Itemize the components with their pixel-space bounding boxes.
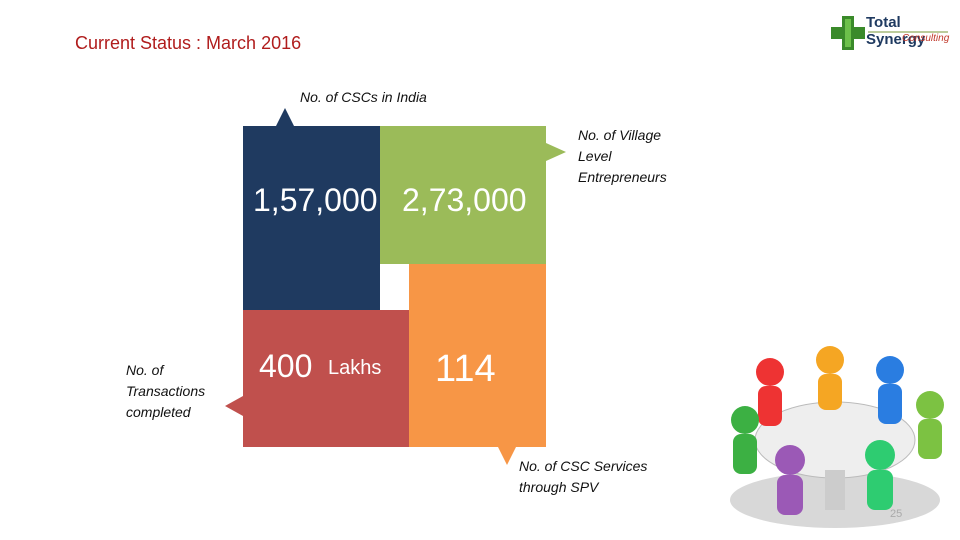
tile-green [380,126,546,264]
tile-orange [409,264,546,447]
tile-label: No. of Transactions completed [126,362,206,420]
logo-tagline: Consulting [902,33,950,44]
tile-value: 400 [259,348,313,384]
pointer-left [225,396,243,416]
logo-icon [831,16,865,50]
tile-value: 2,73,000 [402,182,527,218]
page-number: 25 [890,508,903,520]
slide-title: Current Status : March 2016 [75,33,302,53]
pointer-up [276,108,294,126]
pointer-right [546,143,566,161]
tile-blue [243,126,380,310]
tile-red [243,310,409,447]
pointer-down [498,447,516,465]
clipart-meeting [730,346,944,528]
tile-label: No. of Village Level Entrepreneurs [578,127,667,185]
tile-label: No. of CSCs in India [300,89,427,105]
tile-value: 114 [435,348,496,390]
logo-name: Total Synergy [866,14,926,48]
tile-value: 1,57,000 [253,182,378,218]
tile-label: No. of CSC Services through SPV [519,458,648,495]
tile-unit: Lakhs [328,357,382,379]
